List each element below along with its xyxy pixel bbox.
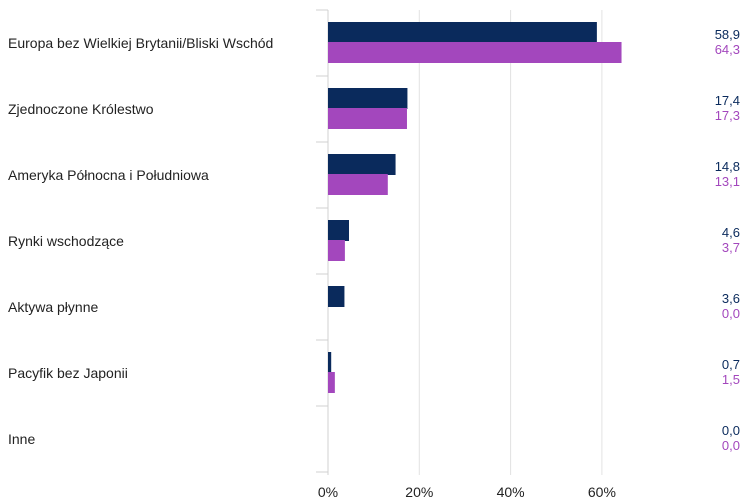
bar <box>328 352 332 373</box>
value-label: 58,9 <box>715 27 740 42</box>
category-label: Aktywa płynne <box>8 299 98 315</box>
value-label: 0,0 <box>722 423 740 438</box>
category-label: Pacyfik bez Japonii <box>8 365 128 381</box>
category-label: Europa bez Wielkiej Brytanii/Bliski Wsch… <box>8 35 273 51</box>
category-label: Inne <box>8 431 35 447</box>
value-label: 0,0 <box>722 306 740 321</box>
value-label: 64,3 <box>715 42 740 57</box>
x-tick-label: 60% <box>588 484 616 500</box>
category-label: Ameryka Północna i Południowa <box>8 167 209 183</box>
value-label: 3,7 <box>722 240 740 255</box>
value-label: 3,6 <box>722 291 740 306</box>
bar <box>328 42 622 63</box>
value-label: 0,0 <box>722 438 740 453</box>
bar <box>328 108 407 129</box>
bar <box>328 286 345 307</box>
x-tick-label: 40% <box>497 484 525 500</box>
value-label: 4,6 <box>722 225 740 240</box>
value-label: 14,8 <box>715 159 740 174</box>
category-label: Rynki wschodzące <box>8 233 124 249</box>
value-label: 17,3 <box>715 108 740 123</box>
bar <box>328 22 597 43</box>
bars <box>328 22 622 393</box>
bar <box>328 88 408 109</box>
bar <box>328 220 349 241</box>
category-labels: Europa bez Wielkiej Brytanii/Bliski Wsch… <box>8 35 273 447</box>
x-tick-label: 0% <box>318 484 338 500</box>
value-label: 1,5 <box>722 372 740 387</box>
value-label: 13,1 <box>715 174 740 189</box>
bar <box>328 240 345 261</box>
bar <box>328 174 388 195</box>
x-axis-ticks: 0% 20% 40% 60% <box>318 484 616 500</box>
bar <box>328 154 396 175</box>
value-label: 17,4 <box>715 93 740 108</box>
x-tick-label: 20% <box>405 484 433 500</box>
bar <box>328 372 335 393</box>
value-label: 0,7 <box>722 357 740 372</box>
value-labels: 58,964,317,417,314,813,14,63,73,60,00,71… <box>715 27 740 453</box>
category-label: Zjednoczone Królestwo <box>8 101 154 117</box>
gridlines <box>316 9 603 475</box>
